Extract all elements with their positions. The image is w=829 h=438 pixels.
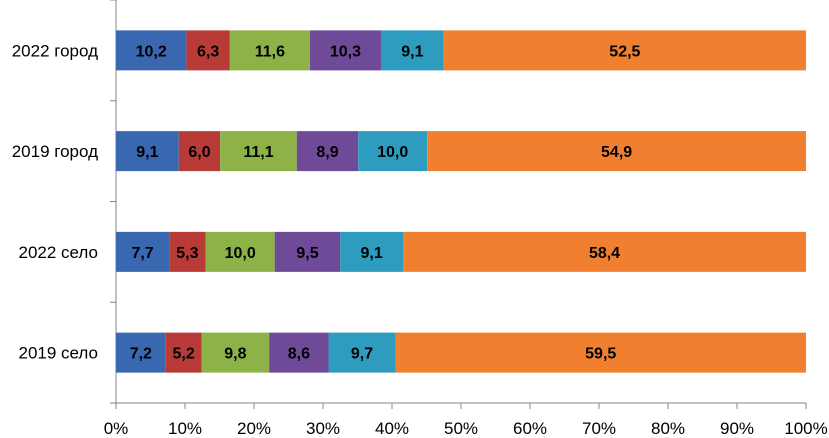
data-label: 7,2: [130, 346, 152, 363]
data-label: 8,6: [288, 346, 310, 363]
bar-segment: [309, 30, 381, 71]
data-label: 10,3: [330, 43, 361, 60]
bar-segment: [328, 332, 396, 373]
bar-segment: [165, 332, 202, 373]
category-label: 2019 город: [12, 142, 98, 161]
x-tick-label: 50%: [444, 419, 478, 438]
bar-segment: [205, 231, 275, 272]
x-tick-label: 100%: [784, 419, 827, 438]
bar-segment: [274, 231, 341, 272]
bar-segment: [427, 131, 806, 172]
category-label: 2019 село: [19, 344, 99, 363]
bar-segment: [178, 131, 221, 172]
data-label: 9,1: [361, 245, 383, 262]
data-label: 11,1: [243, 144, 273, 161]
data-label: 59,5: [585, 346, 616, 363]
x-tick-label: 90%: [720, 419, 754, 438]
data-label: 8,9: [316, 144, 338, 161]
data-label: 5,2: [172, 346, 194, 363]
x-tick-label: 40%: [375, 419, 409, 438]
x-tick-label: 30%: [306, 419, 340, 438]
x-tick-label: 20%: [237, 419, 271, 438]
bar-segment: [186, 30, 230, 71]
data-label: 5,3: [176, 245, 198, 262]
x-tick-label: 60%: [513, 419, 547, 438]
bar-segment: [395, 332, 806, 373]
bar-segment: [220, 131, 297, 172]
bar-segment: [380, 30, 444, 71]
data-label: 9,7: [351, 346, 373, 363]
bars-layer: [116, 30, 806, 373]
bar-segment: [201, 332, 270, 373]
bar-segment: [269, 332, 329, 373]
data-label: 6,3: [197, 43, 219, 60]
data-label: 9,1: [401, 43, 423, 60]
category-label: 2022 город: [12, 41, 98, 60]
data-label: 58,4: [589, 245, 620, 262]
data-label: 9,8: [224, 346, 246, 363]
x-tick-label: 10%: [168, 419, 202, 438]
x-tick-label: 80%: [651, 419, 685, 438]
category-label: 2022 село: [19, 243, 99, 262]
bar-segment: [358, 131, 428, 172]
data-label: 10,0: [377, 144, 408, 161]
bar-segment: [296, 131, 359, 172]
data-label: 7,7: [131, 245, 153, 262]
data-label: 11,6: [255, 43, 285, 60]
bar-segment: [229, 30, 310, 71]
data-label: 10,0: [225, 245, 256, 262]
bar-segment: [403, 231, 806, 272]
bar-segment: [340, 231, 404, 272]
bar-segment: [116, 131, 179, 172]
bar-segment: [116, 332, 166, 373]
bar-segment: [169, 231, 206, 272]
data-label: 9,5: [296, 245, 318, 262]
bar-segment: [116, 231, 170, 272]
bar-segment: [443, 30, 806, 71]
axis-layer: 0% 10% 20% 30% 40% 50% 60% 70% 80% 90% 100%: [104, 0, 828, 438]
x-tick-label: 0%: [104, 419, 129, 438]
data-label: 10,2: [136, 43, 167, 60]
data-label: 52,5: [609, 43, 640, 60]
labels-layer: 2022 город 10,2 6,3 11,6 10,3 9,1 52,5 2019 гор…: [12, 41, 641, 362]
data-label: 9,1: [136, 144, 158, 161]
data-label: 6,0: [188, 144, 210, 161]
bar-segment: [116, 30, 187, 71]
data-label: 54,9: [601, 144, 632, 161]
x-tick-label: 70%: [582, 419, 616, 438]
